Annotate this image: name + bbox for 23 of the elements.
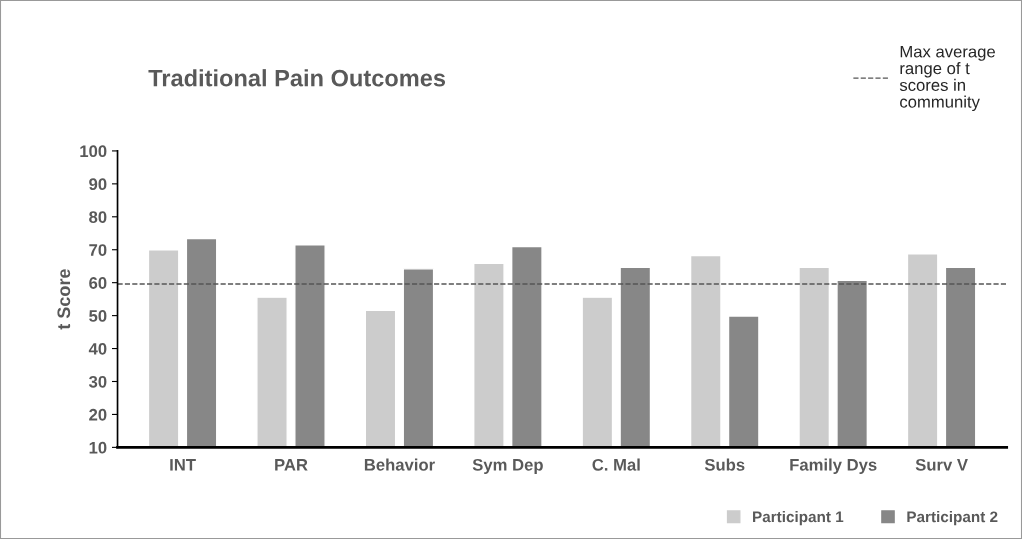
- y-tick-label: 40: [88, 342, 107, 355]
- x-tick-label: Sym Dep: [472, 458, 543, 475]
- chart-title: Traditional Pain Outcomes: [148, 69, 446, 87]
- x-tick-label: Subs: [704, 458, 745, 471]
- y-tick-label: 90: [89, 178, 107, 191]
- y-tick-label: 50: [89, 310, 107, 322]
- x-tick-label: PAR: [275, 459, 308, 471]
- legend-label: Participant 2: [907, 511, 998, 526]
- y-tick-label: 30: [88, 375, 107, 388]
- y-tick-label: 100: [80, 145, 107, 158]
- x-tick-label: C. Mal: [592, 458, 640, 471]
- y-tick-label: 60: [89, 277, 107, 289]
- y-tick-label: 70: [89, 244, 107, 256]
- x-tick-label: INT: [170, 459, 196, 471]
- x-tick-label: Surv V: [915, 458, 968, 471]
- x-tick-label: Family Dys: [790, 458, 877, 475]
- y-tick-label: 80: [89, 211, 107, 223]
- legend-label: Max average range of t scores in community: [899, 45, 995, 112]
- y-tick-label: 10: [89, 441, 107, 454]
- y-tick-label: 20: [89, 408, 107, 421]
- x-tick-label: Behavior: [364, 458, 435, 471]
- y-axis-title: t Score: [57, 269, 71, 330]
- legend-label: Participant 1: [753, 511, 844, 526]
